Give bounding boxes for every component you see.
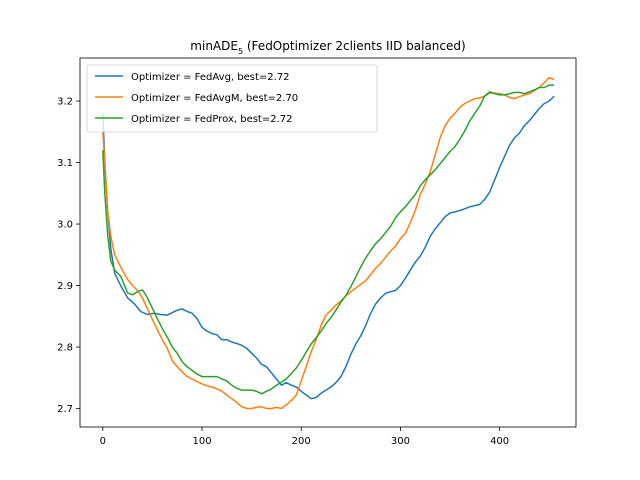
plot-area: 0 100 200 300 400 2.7 2.8 2.9 3.0 3.1 3.2 Optimizer… — [57, 57, 577, 447]
chart-title: minADE5 (FedOptimizer 2clients IID balan… — [190, 39, 465, 56]
x-tick-label: 300 — [391, 436, 410, 447]
y-tick-label: 3.2 — [57, 97, 73, 108]
chart-title-subscript: 5 — [238, 47, 243, 56]
y-tick-label: 2.7 — [57, 404, 73, 415]
x-tick-label: 400 — [490, 436, 509, 447]
y-tick-label: 3.1 — [57, 158, 73, 169]
series-line-3 — [102, 84, 555, 395]
y-tick-label: 2.9 — [57, 281, 73, 292]
legend-label-2: Optimizer = FedAvgM, best=2.70 — [131, 93, 298, 104]
chart-title-rest: (FedOptimizer 2clients IID balanced) — [243, 39, 466, 53]
legend-box — [86, 64, 378, 133]
x-tick-label: 200 — [292, 436, 311, 447]
legend-label-3: Optimizer = FedProx, best=2.72 — [131, 114, 293, 125]
y-tick-label: 3.0 — [57, 220, 73, 231]
series-line-1 — [102, 95, 555, 400]
legend-label-1: Optimizer = FedAvg, best=2.72 — [131, 72, 290, 83]
axes-frame — [79, 57, 577, 428]
x-tick-label: 0 — [100, 436, 106, 447]
x-tick-label: 100 — [192, 436, 211, 447]
y-tick-label: 2.8 — [57, 343, 73, 354]
series-line-2 — [102, 76, 555, 410]
